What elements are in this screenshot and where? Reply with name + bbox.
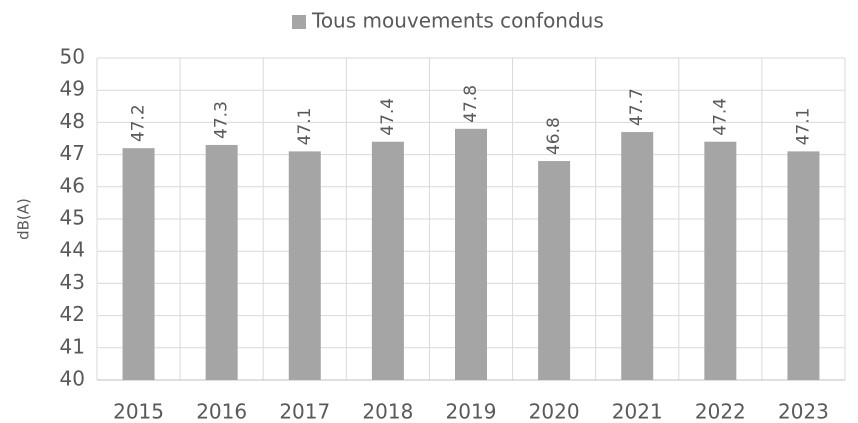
bar	[538, 161, 571, 380]
x-tick-label: 2022	[695, 400, 746, 423]
x-tick-label: 2015	[113, 400, 164, 423]
bar	[205, 144, 238, 380]
bar	[371, 141, 404, 380]
x-tick-label: 2023	[778, 400, 829, 423]
data-label: 47.4	[378, 98, 398, 136]
data-label: 47.2	[129, 104, 149, 142]
x-tick-label: 2018	[362, 400, 413, 423]
x-tick-label: 2020	[529, 400, 580, 423]
data-label: 47.3	[212, 101, 232, 139]
legend-label: Tous mouvements confondus	[311, 9, 604, 33]
y-tick-label: 45	[60, 206, 85, 230]
data-label: 47.1	[295, 108, 315, 146]
y-tick-label: 47	[60, 141, 85, 165]
data-label: 47.7	[627, 88, 647, 126]
y-tick-label: 42	[60, 302, 85, 326]
y-tick-label: 48	[60, 109, 85, 133]
y-tick-label: 43	[60, 270, 85, 294]
y-axis-label: dB(A)	[15, 198, 33, 240]
y-tick-label: 44	[60, 238, 85, 262]
bar	[455, 128, 487, 380]
x-tick-label: 2019	[446, 400, 497, 423]
y-tick-label: 50	[60, 45, 85, 69]
bar	[787, 151, 820, 380]
data-label: 47.1	[793, 108, 813, 146]
data-label: 46.8	[544, 117, 564, 155]
bar	[288, 151, 321, 380]
y-tick-label: 46	[60, 173, 85, 197]
x-tick-label: 2016	[196, 400, 247, 423]
y-tick-label: 49	[60, 77, 85, 101]
data-label: 47.8	[461, 85, 481, 123]
x-tick-label: 2021	[612, 400, 663, 423]
x-tick-label: 2017	[279, 400, 330, 423]
bar	[704, 141, 737, 380]
bar	[122, 148, 155, 380]
y-tick-label: 40	[60, 367, 85, 391]
legend-swatch	[292, 15, 306, 29]
y-tick-label: 41	[60, 334, 85, 358]
data-label: 47.4	[710, 98, 730, 136]
bar	[621, 132, 654, 380]
